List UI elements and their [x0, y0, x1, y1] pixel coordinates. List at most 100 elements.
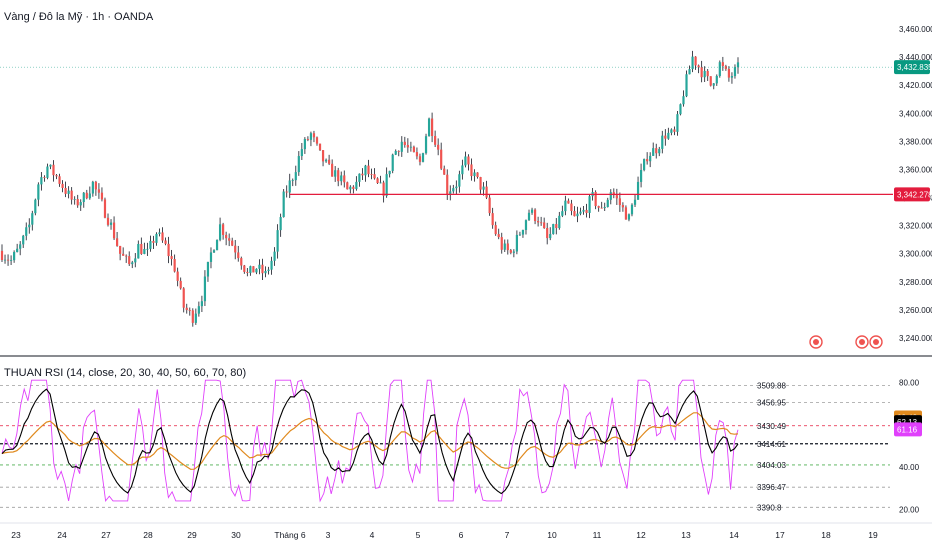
- candle: [482, 186, 485, 190]
- candle: [73, 199, 76, 200]
- candle: [437, 144, 440, 150]
- candle: [518, 234, 522, 236]
- candle: [415, 152, 419, 157]
- candle: [603, 207, 606, 209]
- time-tick-label: 14: [729, 530, 739, 540]
- candle: [115, 238, 119, 246]
- candle: [706, 70, 709, 77]
- candle: [346, 182, 349, 190]
- time-tick-label: 17: [775, 530, 785, 540]
- candle: [540, 222, 543, 224]
- candle: [709, 76, 712, 86]
- candle: [500, 237, 503, 250]
- time-tick-label: 6: [459, 530, 464, 540]
- candle: [494, 225, 497, 235]
- price-tick-label: 3,460.000: [899, 25, 932, 34]
- candle: [119, 245, 122, 254]
- candle: [646, 159, 649, 162]
- candle: [255, 268, 258, 273]
- candle: [258, 264, 261, 269]
- candle: [212, 250, 216, 253]
- rsi-level-label: 3396.47: [757, 483, 786, 492]
- candle: [627, 214, 631, 220]
- candle: [624, 207, 628, 220]
- candle: [3, 259, 7, 261]
- candle: [128, 256, 131, 265]
- candle: [588, 196, 591, 213]
- candle: [324, 159, 328, 162]
- candle: [633, 199, 637, 205]
- candle: [679, 104, 682, 115]
- candle: [643, 159, 646, 171]
- time-tick-label: Tháng 6: [274, 530, 305, 540]
- candle: [364, 165, 367, 176]
- candle: [736, 62, 740, 68]
- candle: [197, 306, 200, 314]
- candle: [218, 224, 222, 240]
- rsi-slow-line: [1, 412, 739, 470]
- candle: [594, 192, 597, 207]
- candle: [143, 248, 146, 254]
- candle: [524, 220, 528, 230]
- candle: [25, 227, 28, 236]
- candle: [61, 183, 64, 188]
- candle: [264, 270, 267, 274]
- time-tick-label: 30: [231, 530, 241, 540]
- candle: [349, 186, 352, 190]
- candle: [173, 259, 176, 272]
- candle: [697, 65, 700, 68]
- candle: [64, 187, 67, 194]
- price-tick-label: 3,300.000: [899, 250, 932, 259]
- candle: [652, 148, 655, 156]
- candle: [361, 173, 364, 176]
- candle: [243, 265, 246, 272]
- rsi-tick-label: 40.00: [899, 463, 920, 472]
- candle: [122, 253, 125, 256]
- candle: [270, 260, 273, 270]
- candle: [382, 182, 385, 196]
- candle: [397, 150, 400, 152]
- candle: [497, 234, 500, 238]
- rsi-pane: 3509.88 3456.95 3430.49 3414.61 3404.03 3396.…: [0, 379, 890, 512]
- candle: [288, 180, 291, 193]
- candle: [409, 146, 412, 148]
- candle: [340, 175, 343, 182]
- candle: [509, 250, 512, 253]
- candle: [252, 266, 255, 273]
- time-tick-label: 29: [187, 530, 197, 540]
- candle: [636, 181, 640, 200]
- candle: [655, 148, 658, 154]
- candle: [694, 56, 697, 66]
- candle: [430, 118, 434, 136]
- candle: [240, 258, 243, 266]
- candle: [412, 146, 416, 153]
- candle: [724, 66, 727, 69]
- rsi-value-label: 61.16: [897, 425, 918, 434]
- candle: [225, 234, 228, 239]
- candle: [446, 174, 449, 195]
- candle: [506, 243, 509, 251]
- candle: [37, 184, 40, 200]
- rsi-line: [1, 379, 739, 503]
- candle: [403, 141, 406, 145]
- current-price-label: 3,432.835: [897, 63, 932, 72]
- candle: [158, 232, 161, 234]
- candle: [552, 224, 555, 234]
- candle: [279, 217, 282, 231]
- event-marker-icon: [809, 335, 823, 349]
- candle: [730, 76, 734, 78]
- candle: [261, 264, 264, 274]
- rsi-level-label: 3430.49: [757, 422, 786, 431]
- candle: [315, 137, 319, 144]
- candle: [321, 150, 325, 162]
- candle: [597, 206, 600, 208]
- candle: [585, 209, 588, 213]
- candle: [391, 154, 394, 171]
- candle: [473, 172, 476, 177]
- time-tick-label: 7: [505, 530, 510, 540]
- candle: [103, 199, 107, 218]
- candle: [630, 204, 634, 215]
- candle: [406, 144, 409, 148]
- candle: [379, 182, 382, 184]
